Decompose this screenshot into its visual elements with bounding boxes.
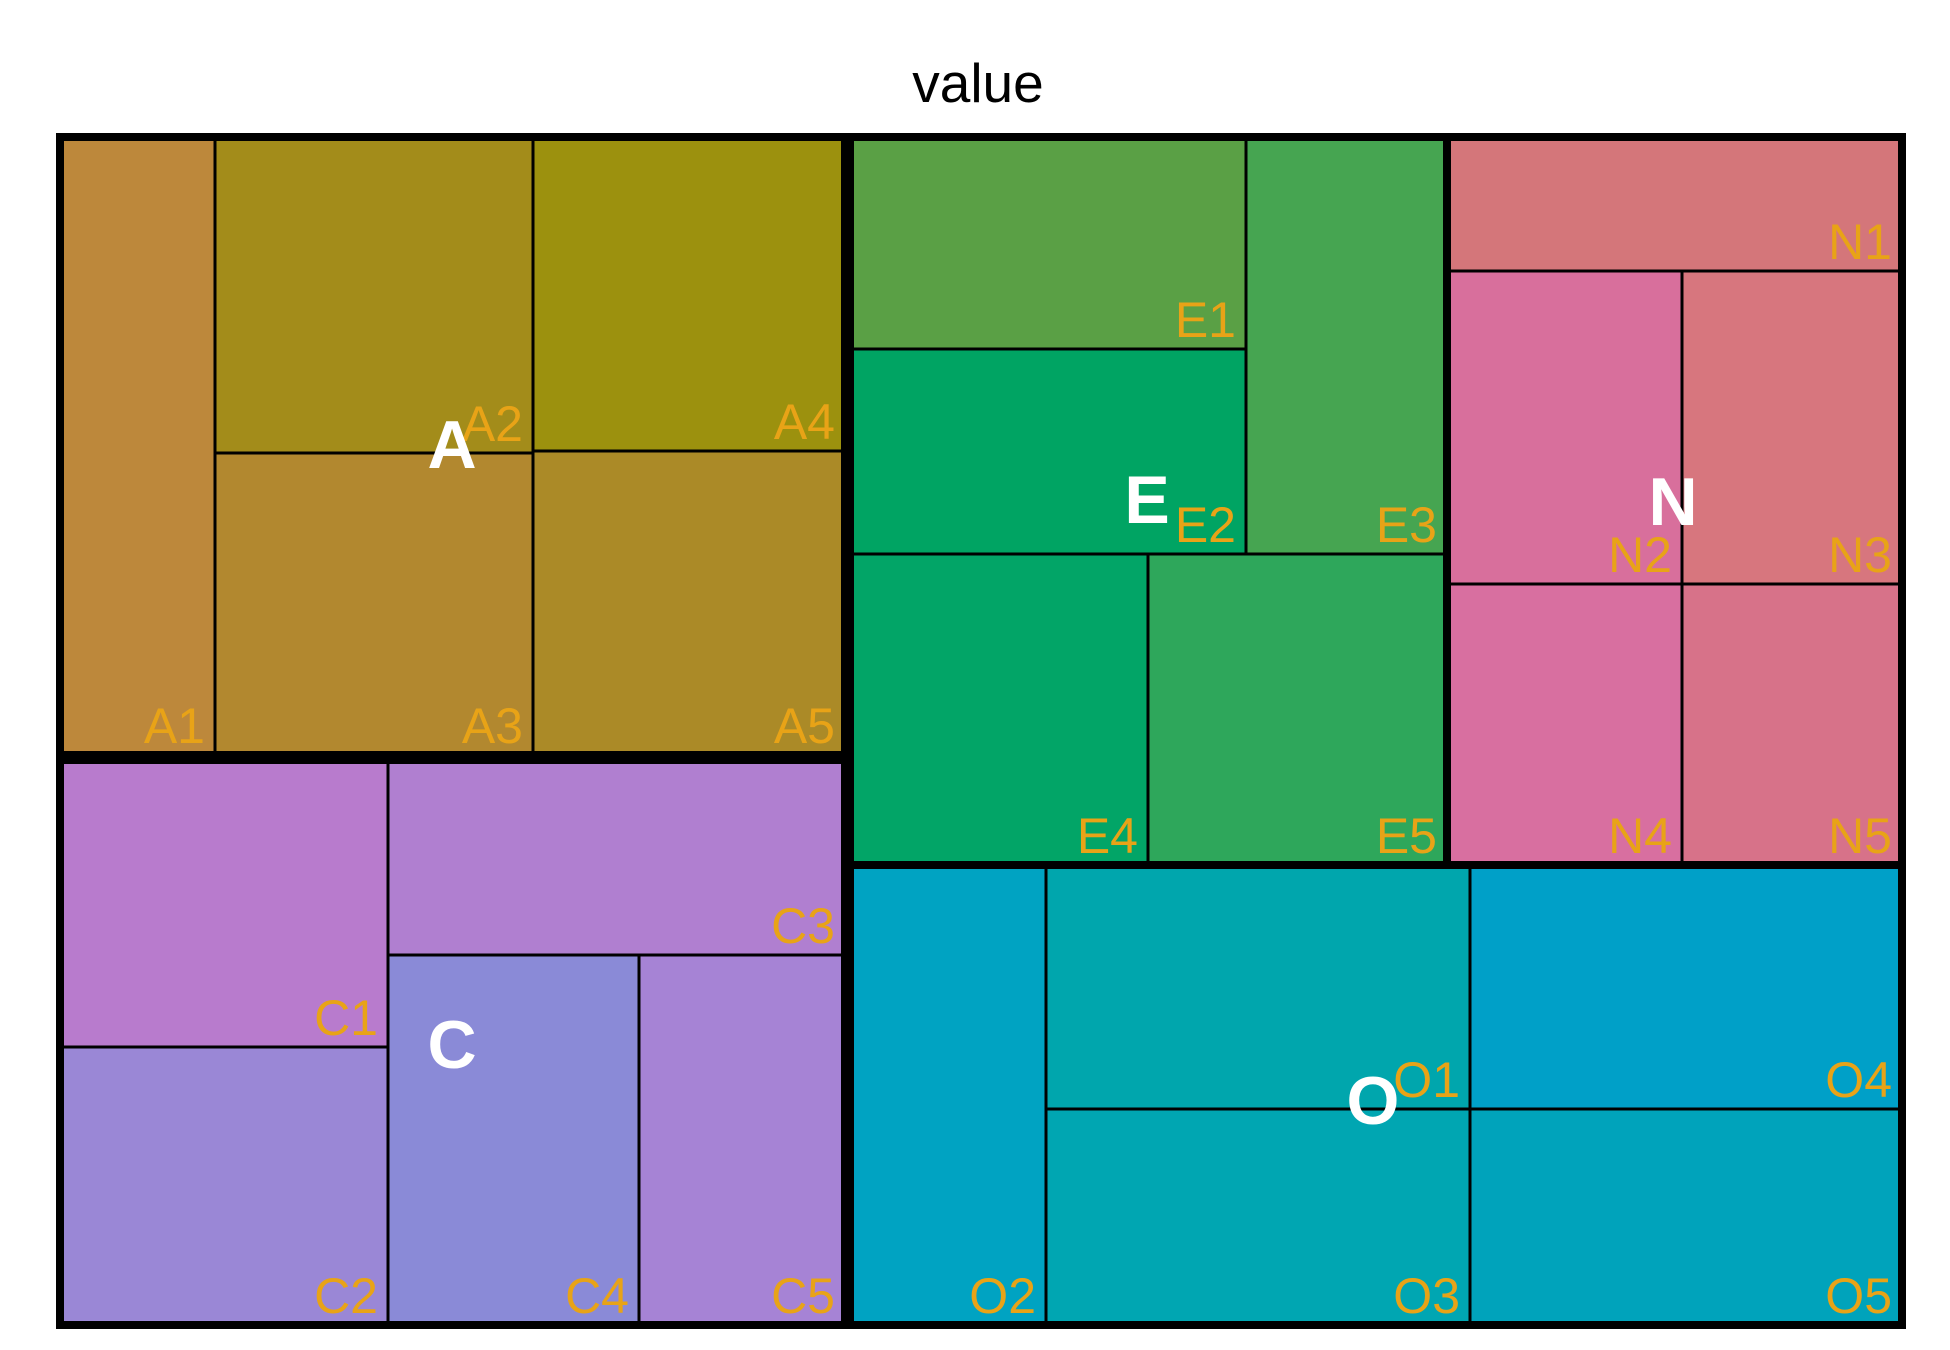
- tile-a2: [213, 135, 535, 455]
- tile-e1: [848, 135, 1248, 351]
- tile-label-a5: A5: [774, 698, 835, 754]
- group-label-a: A: [427, 407, 476, 483]
- group-labels: A C E N O: [427, 407, 1697, 1139]
- treemap-leaves: [58, 135, 1904, 1327]
- tile-n4: [1445, 582, 1684, 867]
- tile-label-n3: N3: [1828, 527, 1892, 583]
- tile-n5: [1680, 582, 1904, 867]
- tile-label-e2: E2: [1175, 497, 1236, 553]
- tile-a3: [213, 451, 535, 757]
- tile-o1: [1044, 863, 1472, 1111]
- leaf-labels: A1 A2 A3 A4 A5 C1 C2 C3 C4 C5 E1 E2 E3 E4 E5 N1 N2 N3 N4 N5…: [144, 214, 1892, 1324]
- tile-e5: [1146, 552, 1449, 867]
- tile-label-a3: A3: [462, 698, 523, 754]
- tile-o5: [1468, 1107, 1904, 1327]
- tile-label-e4: E4: [1077, 808, 1138, 864]
- tile-label-e1: E1: [1175, 292, 1236, 348]
- tile-n3: [1680, 269, 1904, 586]
- tile-e3: [1244, 135, 1449, 556]
- tile-a5: [531, 449, 847, 757]
- tile-label-n5: N5: [1828, 808, 1892, 864]
- tile-o3: [1044, 1107, 1472, 1327]
- tile-label-o3: O3: [1393, 1268, 1460, 1324]
- tile-e4: [848, 552, 1150, 867]
- tile-label-n1: N1: [1828, 214, 1892, 270]
- tile-label-o2: O2: [969, 1268, 1036, 1324]
- tile-label-o4: O4: [1825, 1052, 1892, 1108]
- tile-label-o5: O5: [1825, 1268, 1892, 1324]
- group-label-c: C: [427, 1007, 476, 1083]
- tile-o2: [848, 863, 1048, 1327]
- treemap-groups: [56, 133, 1906, 1329]
- tile-c2: [58, 1045, 390, 1327]
- tile-label-n2: N2: [1608, 527, 1672, 583]
- tile-n2: [1445, 269, 1684, 586]
- group-label-n: N: [1648, 464, 1697, 540]
- tile-a1: [58, 135, 217, 757]
- tile-label-c5: C5: [771, 1268, 835, 1324]
- tile-c4: [386, 953, 641, 1327]
- chart-title: value: [912, 52, 1043, 114]
- tile-label-c1: C1: [314, 990, 378, 1046]
- treemap-outer-border: [56, 133, 1906, 1329]
- tile-label-c2: C2: [314, 1268, 378, 1324]
- group-label-e: E: [1124, 462, 1169, 538]
- tile-label-a4: A4: [774, 394, 835, 450]
- tile-label-o1: O1: [1393, 1052, 1460, 1108]
- group-label-o: O: [1347, 1063, 1400, 1139]
- tile-label-e5: E5: [1376, 808, 1437, 864]
- tile-label-c4: C4: [565, 1268, 629, 1324]
- tile-label-c3: C3: [771, 898, 835, 954]
- tile-label-a1: A1: [144, 698, 205, 754]
- tile-c1: [58, 758, 390, 1049]
- tile-label-e3: E3: [1376, 497, 1437, 553]
- tile-label-n4: N4: [1608, 808, 1672, 864]
- tile-label-a2: A2: [462, 396, 523, 452]
- tile-o4: [1468, 863, 1904, 1111]
